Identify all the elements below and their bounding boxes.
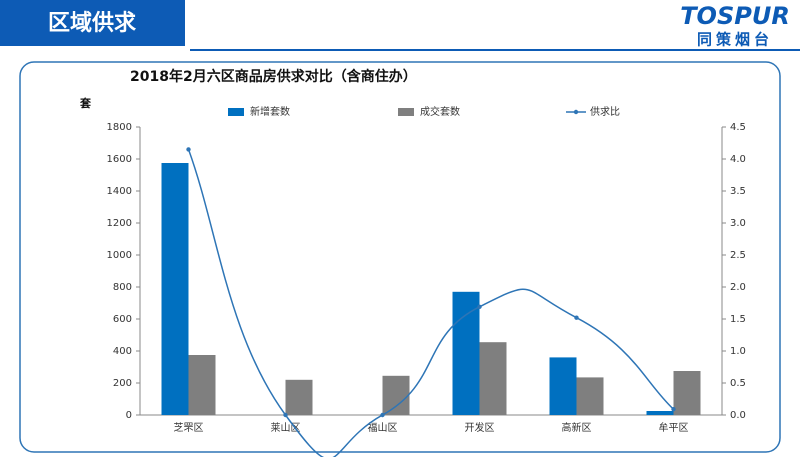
y-axis-label: 套 bbox=[80, 96, 92, 110]
x-tick-label: 牟平区 bbox=[659, 421, 689, 434]
y-tick-label: 1600 bbox=[107, 154, 132, 165]
line-point bbox=[574, 315, 579, 320]
y2-tick-label: 1.0 bbox=[730, 346, 746, 357]
legend-swatch bbox=[398, 108, 414, 116]
y-tick-label: 600 bbox=[113, 314, 132, 325]
line-point bbox=[671, 407, 676, 412]
y2-tick-label: 0.5 bbox=[730, 378, 746, 389]
line-point bbox=[380, 412, 385, 418]
y2-tick-label: 1.5 bbox=[730, 314, 746, 325]
y-tick-label: 1200 bbox=[107, 218, 132, 229]
logo: TOSPUR bbox=[680, 2, 790, 30]
bar bbox=[549, 357, 577, 415]
header-title: 区域供求 bbox=[48, 10, 136, 36]
bar bbox=[576, 377, 604, 415]
chart-title: 2018年2月六区商品房供求对比（含商住办） bbox=[130, 68, 417, 85]
y-tick-label: 0 bbox=[126, 410, 132, 421]
y-tick-label: 800 bbox=[113, 282, 132, 293]
y-tick-label: 1800 bbox=[107, 122, 132, 133]
bar bbox=[673, 371, 701, 415]
x-tick-label: 高新区 bbox=[562, 421, 592, 434]
y2-tick-label: 0.0 bbox=[730, 410, 746, 421]
y2-tick-label: 2.0 bbox=[730, 282, 746, 293]
y2-tick-label: 3.5 bbox=[730, 186, 746, 197]
y-tick-label: 400 bbox=[113, 346, 132, 357]
bar bbox=[479, 342, 507, 415]
x-tick-label: 福山区 bbox=[368, 421, 398, 434]
bar bbox=[452, 291, 480, 415]
y2-tick-label: 3.0 bbox=[730, 218, 746, 229]
line-point bbox=[283, 412, 288, 418]
legend-label: 新增套数 bbox=[250, 105, 290, 118]
bar bbox=[161, 163, 189, 415]
logo-sub: 同策烟台 bbox=[697, 31, 773, 49]
legend-swatch bbox=[573, 109, 579, 115]
bar bbox=[285, 379, 313, 415]
y2-tick-label: 2.5 bbox=[730, 250, 746, 261]
line-point bbox=[477, 304, 482, 310]
legend-swatch bbox=[228, 108, 244, 116]
x-tick-label: 开发区 bbox=[465, 421, 495, 434]
bar bbox=[382, 375, 410, 415]
panel bbox=[19, 61, 781, 453]
header-box bbox=[0, 0, 185, 46]
legend-label: 供求比 bbox=[590, 105, 620, 118]
legend-label: 成交套数 bbox=[420, 105, 460, 118]
bar bbox=[646, 411, 674, 415]
line-point bbox=[186, 147, 191, 152]
y2-tick-label: 4.5 bbox=[730, 122, 746, 133]
x-tick-label: 芝罘区 bbox=[174, 421, 204, 434]
y-tick-label: 1000 bbox=[107, 250, 132, 261]
y2-tick-label: 4.0 bbox=[730, 154, 746, 165]
bar bbox=[188, 355, 216, 415]
y-tick-label: 1400 bbox=[107, 186, 132, 197]
y-tick-label: 200 bbox=[113, 378, 132, 389]
